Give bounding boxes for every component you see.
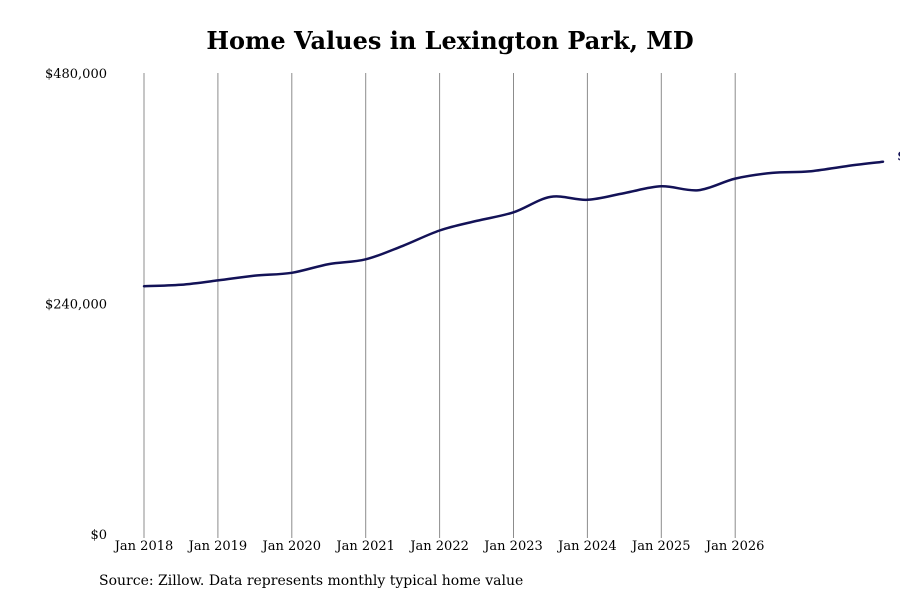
x-tick-label: Jan 2024 bbox=[556, 539, 617, 554]
chart-title: Home Values in Lexington Park, MD bbox=[206, 26, 694, 55]
x-tick-label: Jan 2020 bbox=[261, 539, 322, 554]
x-tick-label: Jan 2021 bbox=[334, 539, 395, 554]
x-tick-label: Jan 2026 bbox=[704, 539, 765, 554]
x-axis-ticks: Jan 2018 Jan 2019 Jan 2020 Jan 2021 Jan 2022… bbox=[113, 539, 765, 554]
series-line-home-value bbox=[142, 160, 885, 288]
source-note: Source: Zillow. Data represents monthly … bbox=[99, 573, 524, 589]
y-tick-label: $240,000 bbox=[45, 298, 107, 313]
x-tick-label: Jan 2023 bbox=[482, 539, 543, 554]
y-tick-label: $480,000 bbox=[45, 67, 107, 82]
y-tick-label: $0 bbox=[90, 528, 107, 543]
end-value-label: $387,600 bbox=[897, 149, 900, 165]
x-tick-label: Jan 2025 bbox=[630, 539, 691, 554]
x-tick-label: Jan 2022 bbox=[408, 539, 469, 554]
x-tick-label: Jan 2019 bbox=[187, 539, 248, 554]
y-axis-ticks: $0 $240,000 $480,000 bbox=[45, 67, 107, 543]
gridlines bbox=[143, 73, 736, 538]
x-tick-label: Jan 2018 bbox=[113, 539, 174, 554]
